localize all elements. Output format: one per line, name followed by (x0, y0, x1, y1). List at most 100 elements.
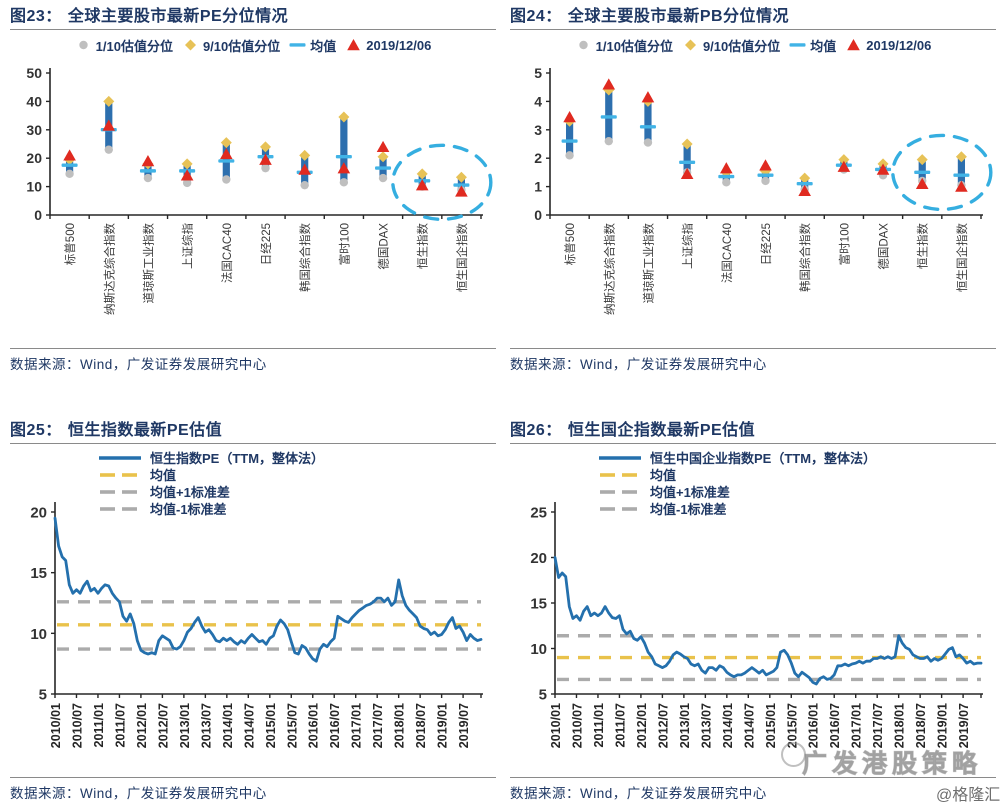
svg-text:0: 0 (34, 207, 42, 223)
svg-text:德国DAX: 德国DAX (877, 223, 891, 270)
legend-item: 2019/12/06 (845, 38, 931, 53)
source-text: Wind，广发证券发展研究中心 (80, 786, 267, 801)
legend-label: 均值+1标准差 (150, 485, 230, 500)
pe-percentile-chart: 0 10 20 30 40 50 标普500 纳斯达克综合指数 道琼斯工业指数 上证综指 法国CAC… (26, 65, 493, 315)
legend-marker-icon (600, 472, 637, 477)
svg-text:20: 20 (26, 150, 42, 166)
svg-text:3: 3 (534, 122, 542, 138)
legend-item: 9/10估值分位 (682, 36, 780, 55)
svg-text:2010/01: 2010/01 (49, 703, 63, 748)
data-source: 数据来源：Wind，广发证券发展研究中心 (10, 353, 496, 373)
svg-text:2018/01: 2018/01 (893, 703, 907, 748)
figure-title: 图24： 全球主要股市最新PB分位情况 (510, 2, 996, 26)
legend-label: 均值-1标准差 (650, 502, 727, 517)
svg-text:恒生指数: 恒生指数 (416, 223, 430, 269)
svg-text:2015/07: 2015/07 (785, 703, 799, 748)
legend-marker-icon (847, 39, 861, 51)
chart-area: 恒生指数PE（TTM，整体法） 均值 均值+1标准差 均值-1标准差 5 10 15 20 2… (10, 444, 496, 774)
figure-title-text: 恒生指数最新PE估值 (67, 422, 223, 439)
source-label: 数据来源： (10, 357, 80, 372)
svg-text:道琼斯工业指数: 道琼斯工业指数 (641, 223, 655, 304)
figure-title-text: 恒生国企指数最新PE估值 (567, 422, 756, 439)
legend-marker-icon (99, 455, 141, 460)
svg-text:2012/07: 2012/07 (656, 703, 670, 748)
figure-number: 图26： (510, 422, 562, 439)
legend-item: 均值 (98, 466, 324, 483)
svg-text:2013/07: 2013/07 (699, 703, 713, 748)
source-text: Wind，广发证券发展研究中心 (80, 357, 267, 372)
svg-text:40: 40 (26, 93, 42, 109)
source-divider (10, 348, 496, 349)
legend-label: 1/10估值分位 (595, 38, 673, 54)
legend: 1/10估值分位 9/10估值分位 均值 2019/12/06 (510, 35, 996, 55)
hsi-pe-line-chart: 5 10 15 20 2010/01 2010/07 2011/01 2011/07 2012/… (30, 502, 483, 748)
legend-item: 均值 (598, 466, 876, 483)
legend-label: 9/10估值分位 (202, 38, 281, 54)
source-text: Wind，广发证券发展研究中心 (580, 786, 767, 801)
legend-marker-icon (600, 489, 637, 494)
legend-item: 均值 (289, 36, 336, 55)
figure-panel-24: 图24： 全球主要股市最新PB分位情况 1/10估值分位 9/10估值分位 均值 201… (510, 2, 996, 373)
figure-panel-26: 图26： 恒生国企指数最新PE估值 恒生中国企业指数PE（TTM，整体法） 均值 均值… (510, 416, 996, 802)
legend-item: 均值 (789, 36, 836, 55)
title-divider (10, 29, 496, 30)
legend-marker-icon (78, 40, 88, 50)
svg-text:2019/01: 2019/01 (936, 703, 950, 748)
svg-text:15: 15 (30, 565, 47, 582)
legend-label: 1/10估值分位 (95, 38, 173, 54)
legend-item: 恒生指数PE（TTM，整体法） (98, 449, 324, 466)
source-divider (10, 777, 496, 778)
svg-text:2: 2 (534, 150, 542, 166)
source-label: 数据来源： (10, 786, 80, 801)
svg-text:2015/07: 2015/07 (285, 703, 299, 748)
svg-text:5: 5 (539, 687, 547, 704)
svg-text:德国DAX: 德国DAX (377, 223, 391, 270)
svg-text:2018/07: 2018/07 (914, 703, 928, 748)
pb-percentile-chart: 0 1 2 3 4 5 标普500 纳斯达克综合指数 道琼斯工业指数 上证综指 法国CAC40 日经2… (534, 65, 993, 315)
legend-label: 恒生中国企业指数PE（TTM，整体法） (650, 451, 877, 466)
svg-text:5: 5 (39, 687, 47, 704)
figure-number: 图24： (510, 8, 562, 25)
svg-text:2015/01: 2015/01 (264, 703, 278, 748)
svg-text:富时100: 富时100 (337, 223, 351, 265)
svg-text:2017/07: 2017/07 (371, 703, 385, 748)
svg-text:2011/07: 2011/07 (113, 703, 127, 748)
legend-label: 均值 (810, 38, 837, 54)
svg-text:日经225: 日经225 (760, 223, 773, 265)
svg-text:0: 0 (534, 207, 542, 223)
legend-item: 2019/12/06 (345, 38, 431, 53)
legend-marker-icon (600, 506, 637, 511)
legend-marker-icon (100, 472, 137, 477)
legend-marker-icon (184, 39, 196, 51)
svg-text:法国CAC40: 法国CAC40 (220, 223, 234, 283)
figure-number: 图25： (10, 422, 62, 439)
svg-text:2012/01: 2012/01 (135, 703, 149, 748)
svg-text:2010/01: 2010/01 (549, 703, 563, 748)
svg-text:2012/01: 2012/01 (635, 703, 649, 748)
svg-text:2011/01: 2011/01 (592, 703, 606, 748)
svg-text:2015/01: 2015/01 (764, 703, 778, 748)
svg-text:25: 25 (530, 505, 547, 522)
svg-text:20: 20 (530, 550, 547, 567)
svg-text:恒生国企指数: 恒生国企指数 (455, 223, 469, 292)
svg-text:2017/01: 2017/01 (850, 703, 864, 748)
legend-item: 均值+1标准差 (598, 483, 876, 500)
data-source: 数据来源：Wind，广发证券发展研究中心 (10, 782, 496, 802)
title-divider (10, 443, 496, 444)
legend-marker-icon (289, 43, 306, 47)
svg-text:10: 10 (530, 641, 547, 658)
svg-text:韩国综合指数: 韩国综合指数 (798, 223, 812, 292)
legend-marker-icon (789, 43, 806, 47)
hscei-pe-line-chart: 5 10 15 20 25 2010/01 2010/07 2011/01 2011/07 201… (530, 502, 983, 748)
legend-item: 恒生中国企业指数PE（TTM，整体法） (598, 449, 876, 466)
title-divider (510, 443, 996, 444)
legend-item: 9/10估值分位 (182, 36, 280, 55)
svg-text:2012/07: 2012/07 (156, 703, 170, 748)
svg-text:2013/01: 2013/01 (178, 703, 192, 748)
legend-marker-icon (100, 489, 137, 494)
svg-text:恒生指数: 恒生指数 (916, 223, 930, 269)
legend-marker-icon (100, 506, 137, 511)
legend-item: 1/10估值分位 (575, 36, 673, 55)
legend-item: 均值-1标准差 (598, 500, 876, 517)
